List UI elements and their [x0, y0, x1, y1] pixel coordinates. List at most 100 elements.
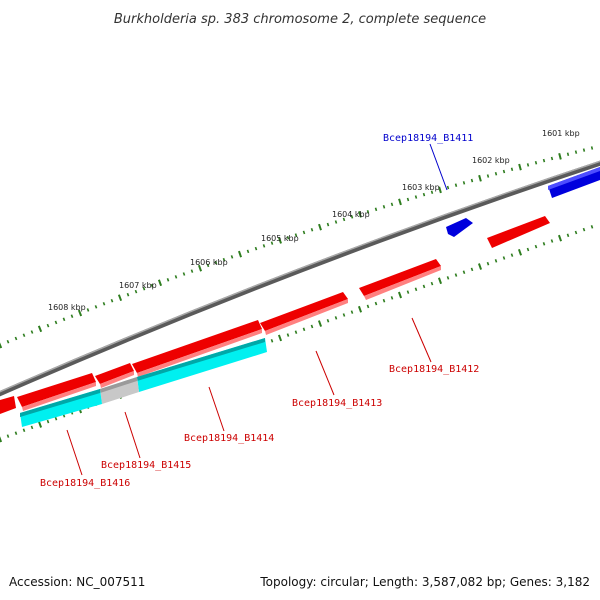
scale-label-1601: 1601 kbp [542, 129, 580, 138]
outer-tick-38 [302, 230, 306, 235]
outer-tick-56 [446, 185, 450, 190]
inner-tick-56 [446, 276, 450, 280]
label-leader-lines [66, 143, 448, 476]
outer-tick-2 [14, 336, 18, 341]
outer-tick-64 [510, 167, 514, 172]
gene-arrow-b1411[interactable] [446, 218, 473, 237]
gene-label-b1411[interactable]: Bcep18194_B1411 [383, 133, 473, 144]
gene-arrow-b1415[interactable] [95, 363, 134, 384]
outer-tick-74 [590, 146, 594, 150]
inner-tick-63 [502, 256, 506, 260]
inner-tick-54 [430, 281, 434, 286]
cds-block-b1416-shade [20, 389, 100, 417]
outer-tick-39 [310, 228, 314, 232]
outer-tick-51 [406, 197, 410, 202]
inner-tick-40 [317, 320, 323, 327]
gene-arrow-b1413-shade [265, 299, 348, 335]
cds-track [20, 338, 267, 427]
outer-tick-18 [142, 286, 146, 291]
outer-tick-70 [558, 152, 562, 160]
outer-tick-11 [86, 308, 90, 312]
inner-tick-74 [590, 225, 594, 229]
gene-arrow-b1416[interactable] [17, 373, 96, 407]
inner-tick-72 [574, 230, 578, 235]
inner-tick-39 [310, 324, 314, 329]
gene-arrow-b1412[interactable] [359, 259, 441, 296]
outer-tick-43 [342, 217, 346, 222]
gene-arrow-forward-1[interactable] [487, 216, 550, 248]
outer-tick-28 [222, 257, 226, 262]
leader-b1415 [124, 411, 141, 459]
outer-tick-65 [518, 163, 522, 171]
inner-tick-65 [517, 248, 523, 256]
chromosome-backbone [0, 160, 600, 397]
inner-tick-52 [414, 287, 418, 292]
outer-tick-71 [566, 152, 570, 156]
outer-tick-21 [166, 278, 170, 282]
gene-arrow-b1416-shade [22, 382, 96, 411]
outer-tick-69 [550, 156, 554, 161]
outer-tick-13 [102, 301, 106, 306]
chromosome-backbone-highlight [0, 160, 600, 393]
scale-label-1607: 1607 kbp [119, 281, 157, 290]
outer-tick-32 [254, 246, 258, 251]
outer-tick-62 [494, 172, 498, 176]
outer-tick-5 [37, 325, 43, 333]
inner-tick-58 [462, 270, 466, 274]
gene-arrow-b1413[interactable] [260, 292, 348, 331]
outer-tick-57 [454, 183, 458, 187]
scale-label-1603: 1603 kbp [402, 183, 440, 192]
gene-label-b1412[interactable]: Bcep18194_B1412 [389, 364, 479, 375]
inner-tick-5 [37, 421, 43, 428]
inner-tick-67 [534, 244, 538, 249]
inner-tick-37 [294, 330, 298, 334]
outer-tick-66 [526, 163, 530, 167]
gene-label-b1416[interactable]: Bcep18194_B1416 [40, 478, 130, 489]
outer-tick-8 [62, 317, 66, 322]
inner-tick-49 [390, 296, 394, 300]
outer-tick-46 [366, 210, 370, 214]
outer-tick-45 [358, 210, 362, 218]
inner-tick-70 [557, 234, 563, 242]
inner-tick-3 [22, 428, 26, 433]
outer-tick-26 [206, 263, 210, 268]
outer-tick-53 [422, 192, 426, 197]
inner-tick-35 [277, 334, 283, 342]
genome-summary-text: Topology: circular; Length: 3,587,082 bp… [259, 575, 590, 589]
gene-label-b1413[interactable]: Bcep18194_B1413 [292, 398, 382, 409]
pseudo-block-b1415[interactable] [100, 377, 139, 404]
accession-text: Accession: NC_007511 [9, 575, 145, 589]
inner-tick-4 [30, 425, 34, 430]
outer-tick-7 [54, 320, 58, 325]
outer-tick-42 [334, 220, 338, 224]
cds-block-b1414-shade [137, 338, 265, 381]
inner-tick-59 [470, 267, 474, 272]
scale-label-1604: 1604 kbp [332, 210, 370, 219]
gene-label-b1415[interactable]: Bcep18194_B1415 [101, 460, 191, 471]
leader-b1416 [66, 429, 83, 476]
pseudo-block-b1415-shade [100, 377, 137, 393]
cds-block-b1414[interactable] [137, 338, 267, 392]
outer-tick-58 [462, 181, 466, 185]
inner-tick-47 [374, 301, 378, 306]
gene-label-b1414[interactable]: Bcep18194_B1414 [184, 433, 274, 444]
inner-tick-45 [357, 305, 363, 313]
outer-tick-30 [238, 250, 242, 258]
outer-tick-41 [326, 222, 330, 227]
gene-arrow-partial-left[interactable] [0, 396, 16, 414]
inner-tick-48 [382, 298, 386, 303]
outer-tick-12 [94, 305, 98, 309]
scale-label-1602: 1602 kbp [472, 156, 510, 165]
map-title: Burkholderia sp. 383 chromosome 2, compl… [114, 12, 486, 27]
inner-tick-42 [334, 316, 338, 320]
outer-tick-29 [230, 255, 234, 259]
inner-tick-50 [397, 291, 403, 299]
gene-arrow-b1412-shade [364, 266, 441, 300]
gene-arrow-b1414[interactable] [132, 320, 262, 373]
outer-tick-72 [574, 150, 578, 154]
inner-tick-44 [350, 310, 354, 314]
inner-tick-34 [270, 339, 274, 343]
outer-tick-73 [582, 148, 586, 152]
